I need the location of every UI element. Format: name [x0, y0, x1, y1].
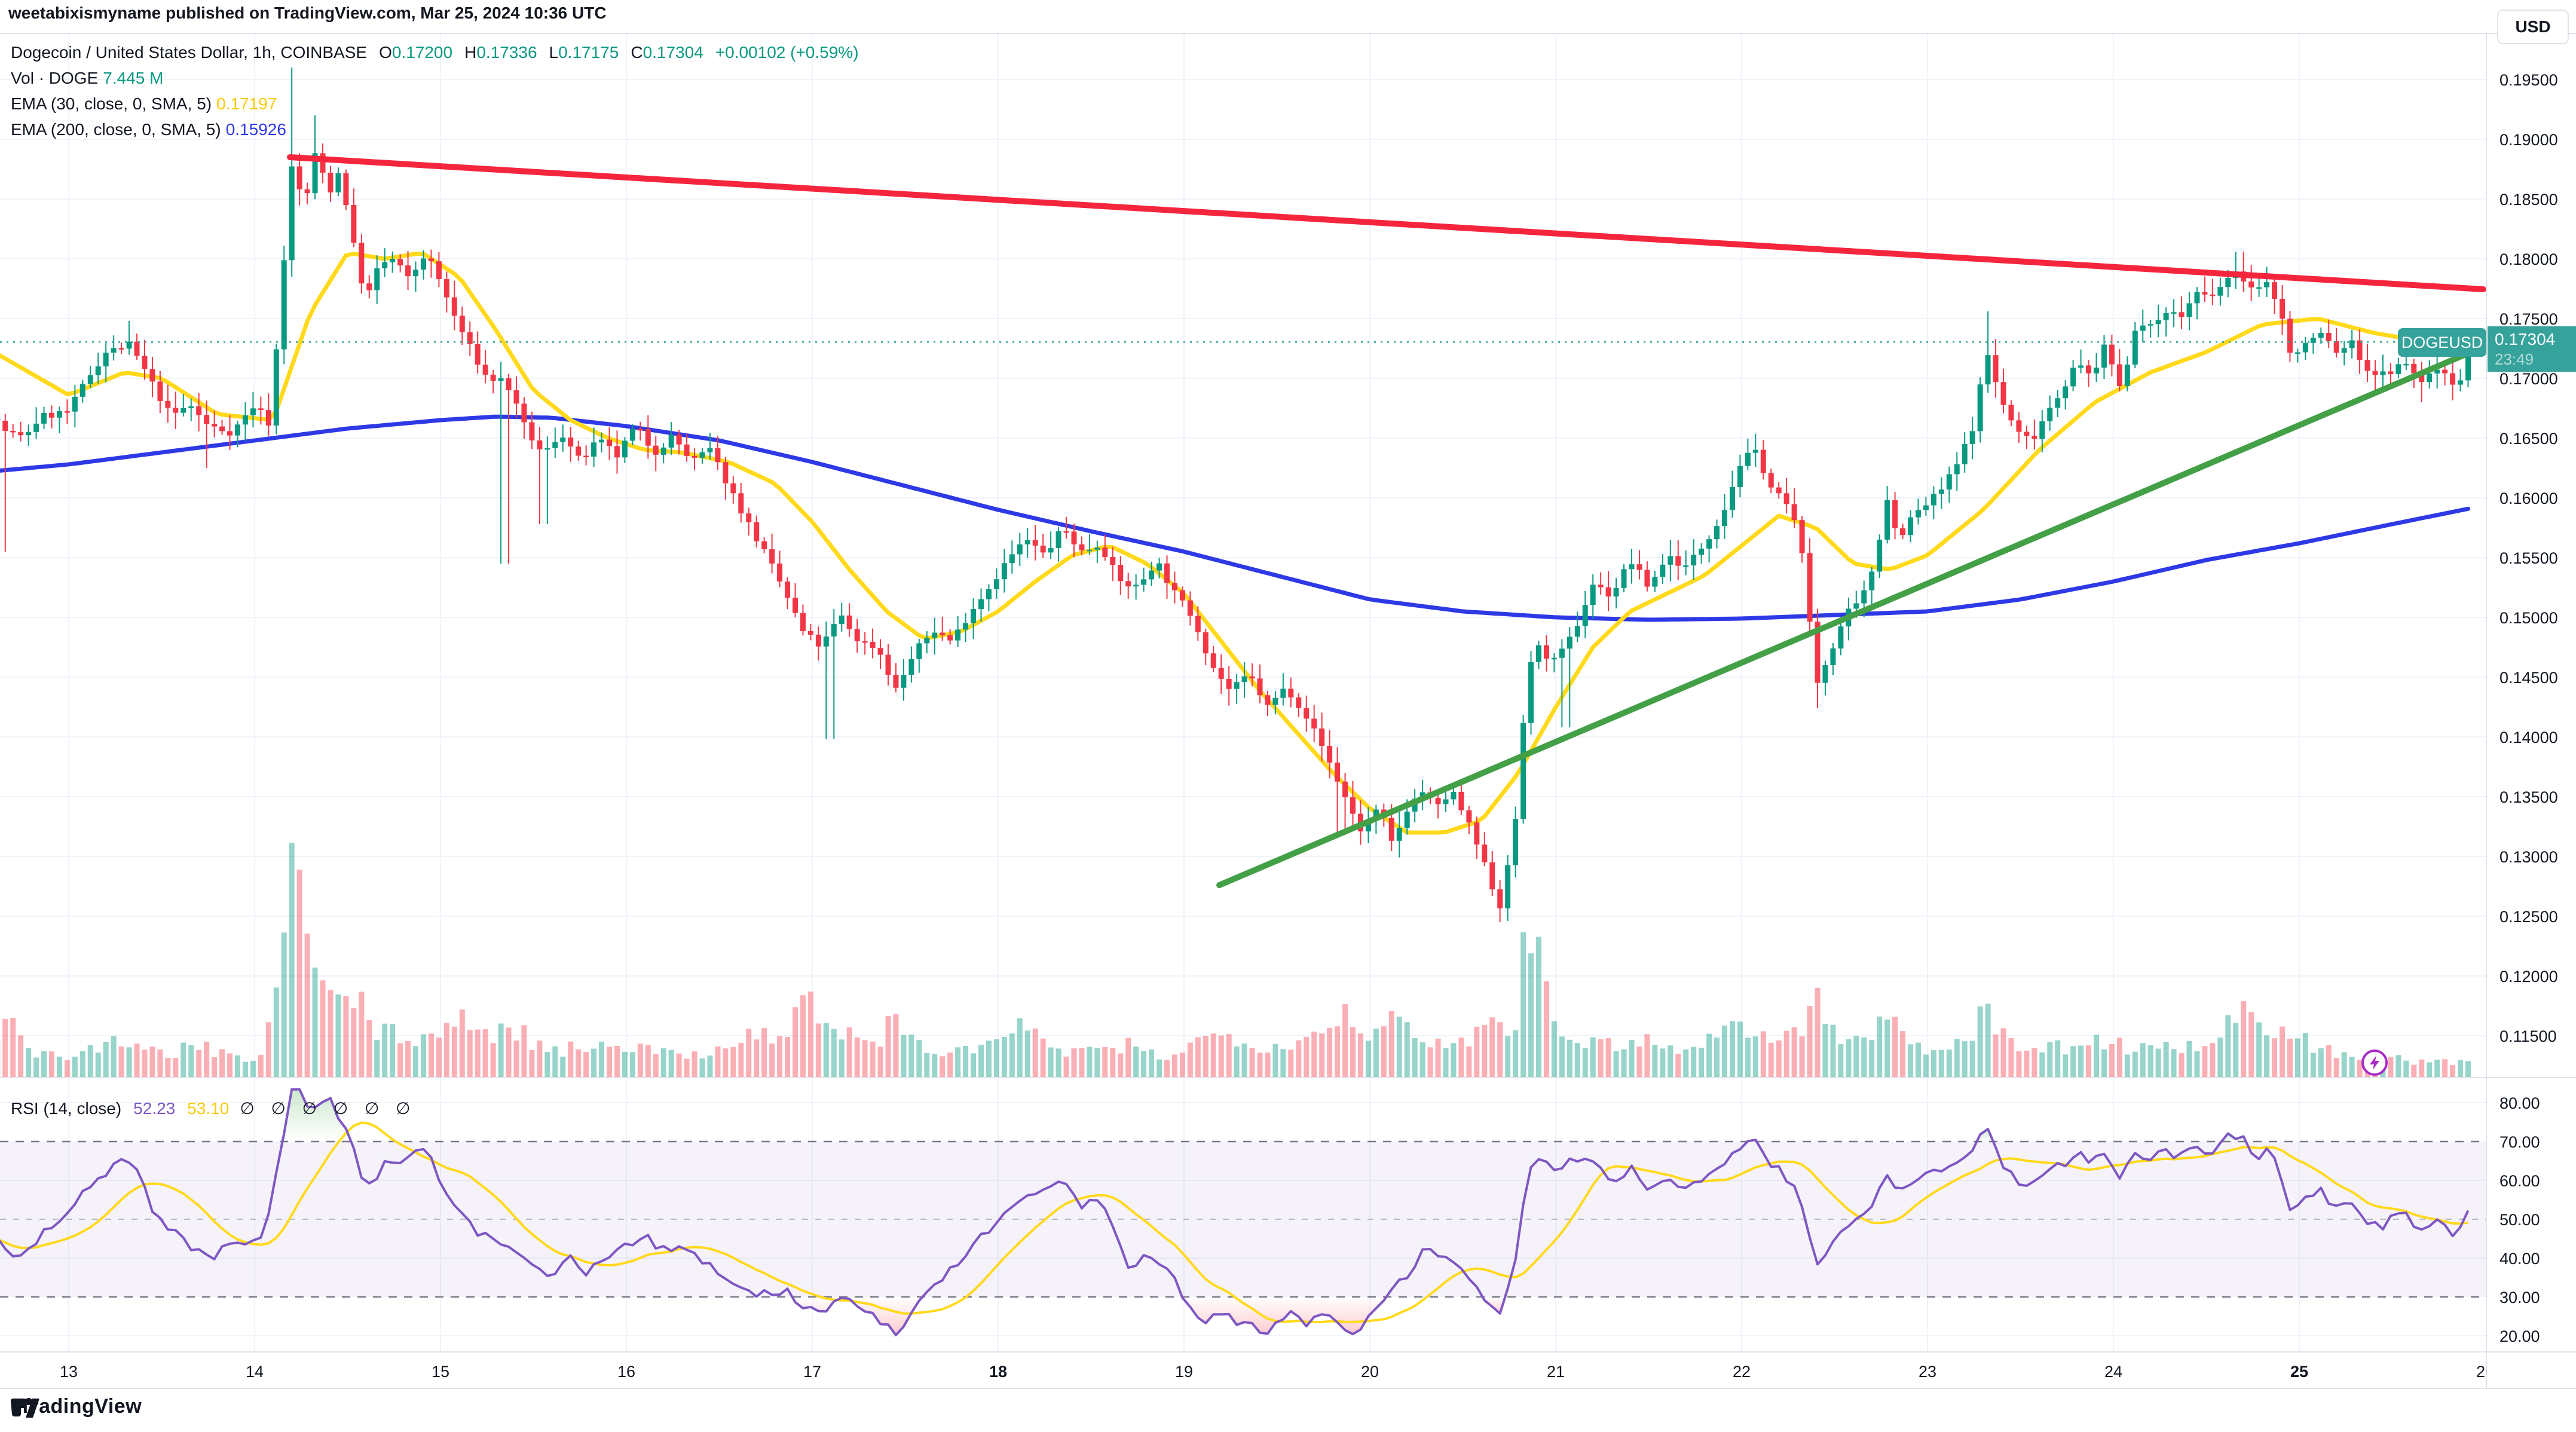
lightning-badge[interactable] [2360, 1048, 2389, 1077]
svg-text:18: 18 [989, 1363, 1007, 1381]
svg-text:0.14500: 0.14500 [2499, 669, 2558, 687]
currency-toggle-button[interactable]: USD [2497, 10, 2569, 44]
ema30-legend-row[interactable]: EMA (30, close, 0, SMA, 5) 0.17197 [11, 94, 277, 113]
svg-text:26: 26 [2476, 1363, 2494, 1381]
svg-text:13: 13 [60, 1363, 78, 1381]
svg-text:22: 22 [1733, 1363, 1751, 1381]
rsi-ma-value: 53.10 [187, 1099, 230, 1118]
svg-text:0.18000: 0.18000 [2499, 250, 2558, 268]
svg-text:14: 14 [246, 1363, 264, 1381]
price-axis[interactable]: 0.19500 0.19000 0.18500 0.18000 0.17500 0.170… [2499, 71, 2558, 1345]
svg-text:19: 19 [1175, 1363, 1193, 1381]
svg-text:0.16000: 0.16000 [2499, 489, 2558, 507]
last-price-label[interactable]: 0.17304 23:49 [2488, 326, 2576, 372]
ema30-value: 0.17197 [216, 94, 277, 113]
rsi-line [0, 1088, 2470, 1336]
main-legend: Dogecoin / United States Dollar, 1h, COI… [11, 39, 859, 142]
time-axis[interactable]: 13 14 15 16 17 18 19 20 21 22 23 24 25 26 [60, 1363, 2494, 1381]
rsi-fill [282, 1089, 2246, 1142]
rsi-hidden-values: ∅ ∅ ∅ ∅ ∅ ∅ [240, 1099, 417, 1118]
svg-text:23: 23 [1919, 1363, 1936, 1381]
publish-header: weetabixismyname published on TradingVie… [8, 4, 607, 22]
tradingview-logo-text: TradingView [19, 1395, 142, 1418]
ema30-line [0, 252, 2470, 835]
svg-text:20: 20 [1361, 1363, 1379, 1381]
svg-text:40.00: 40.00 [2499, 1250, 2540, 1268]
rsi-value: 52.23 [133, 1099, 176, 1118]
svg-text:0.12500: 0.12500 [2499, 908, 2558, 926]
svg-text:0.17500: 0.17500 [2499, 310, 2558, 328]
svg-text:24: 24 [2104, 1363, 2122, 1381]
symbol-price-tag[interactable]: DOGEUSD [2398, 328, 2486, 357]
svg-text:0.16500: 0.16500 [2499, 430, 2558, 448]
svg-text:0.15500: 0.15500 [2499, 549, 2558, 567]
rsi-label: RSI (14, close) [11, 1099, 122, 1118]
svg-text:0.18500: 0.18500 [2499, 191, 2558, 209]
svg-text:0.19500: 0.19500 [2499, 71, 2558, 89]
svg-text:20.00: 20.00 [2499, 1327, 2540, 1345]
svg-text:21: 21 [1547, 1363, 1565, 1381]
trendline-ascending-support[interactable] [1216, 345, 2483, 888]
trendline-descending-resistance[interactable] [287, 154, 2486, 292]
ema200-line [0, 414, 2470, 622]
svg-text:15: 15 [432, 1363, 449, 1381]
change-value: +0.00102 (+0.59%) [715, 42, 859, 62]
svg-text:50.00: 50.00 [2499, 1211, 2540, 1229]
svg-text:0.13000: 0.13000 [2499, 848, 2558, 866]
close-value: 0.17304 [643, 42, 703, 62]
svg-text:17: 17 [803, 1363, 821, 1381]
svg-text:0.13500: 0.13500 [2499, 788, 2558, 806]
svg-text:16: 16 [617, 1363, 635, 1381]
tradingview-watermark[interactable]: TradingView [11, 1395, 142, 1418]
svg-text:25: 25 [2290, 1363, 2308, 1381]
low-value: 0.17175 [558, 42, 619, 62]
last-price-value: 0.17304 [2495, 330, 2556, 348]
candles [0, 68, 2471, 922]
symbol-legend-row[interactable]: Dogecoin / United States Dollar, 1h, COI… [11, 42, 859, 62]
svg-text:0.15000: 0.15000 [2499, 609, 2558, 627]
svg-text:0.14000: 0.14000 [2499, 729, 2558, 746]
rsi-legend-row[interactable]: RSI (14, close) 52.23 53.10 ∅ ∅ ∅ ∅ ∅ ∅ [11, 1099, 417, 1118]
tradingview-logo-icon [11, 1398, 39, 1418]
ema200-value: 0.15926 [225, 120, 286, 139]
volume-legend-row[interactable]: Vol · DOGE 7.445 M [11, 68, 164, 87]
bar-countdown: 23:49 [2495, 350, 2534, 368]
high-value: 0.17336 [476, 42, 537, 62]
svg-text:60.00: 60.00 [2499, 1172, 2540, 1190]
svg-text:0.12000: 0.12000 [2499, 968, 2558, 986]
volume-bars [0, 843, 2471, 1078]
svg-text:30.00: 30.00 [2499, 1289, 2540, 1306]
open-value: 0.17200 [391, 42, 453, 62]
rsi-fill [792, 1297, 1506, 1335]
volume-value: 7.445 M [103, 68, 164, 87]
ema200-legend-row[interactable]: EMA (200, close, 0, SMA, 5) 0.15926 [11, 120, 286, 139]
lightning-icon [2361, 1049, 2388, 1076]
svg-text:0.17000: 0.17000 [2499, 370, 2558, 388]
svg-text:80.00: 80.00 [2499, 1094, 2540, 1112]
grid [0, 33, 2486, 1352]
symbol-title: Dogecoin / United States Dollar, 1h, COI… [11, 42, 368, 62]
svg-text:0.11500: 0.11500 [2499, 1027, 2557, 1045]
rsi-ma-line [0, 1121, 2468, 1323]
svg-text:70.00: 70.00 [2499, 1133, 2540, 1151]
svg-text:0.19000: 0.19000 [2499, 131, 2558, 149]
